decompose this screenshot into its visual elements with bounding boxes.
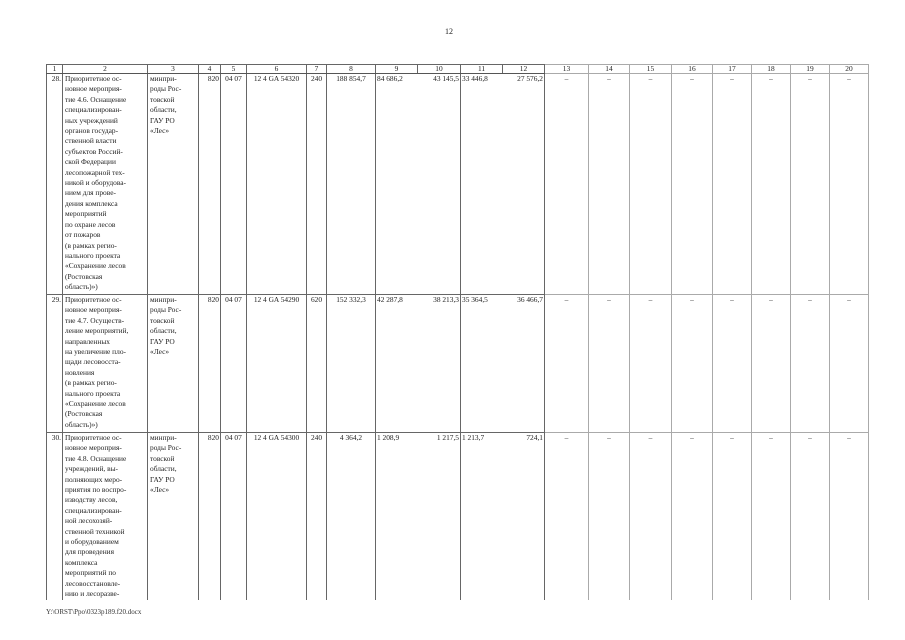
executor: минпри- роды Рос- товской области, ГАУ Р… [147,73,199,295]
year-11-amount: – [790,294,830,433]
column-header-7: 7 [306,64,327,74]
year-12-amount: – [829,294,869,433]
activity-name: Приоритетное ос- новное мероприя- тие 4.… [62,294,148,433]
year-2-amount: 43 145,5 [417,73,461,295]
year-9-amount: – [712,294,752,433]
year-7-amount: – [629,73,672,295]
column-header-12: 12 [502,64,545,74]
year-8-amount: – [671,73,713,295]
column-header-10: 10 [417,64,461,74]
executor: минпри- роды Рос- товской области, ГАУ Р… [147,294,199,433]
column-header-1: 1 [46,64,63,74]
executor: минпри- роды Рос- товской области, ГАУ Р… [147,432,199,600]
column-header-11: 11 [460,64,503,74]
column-header-4: 4 [198,64,221,74]
total-amount: 4 364,2 [326,432,376,600]
year-3-amount: 35 364,5 [460,294,503,433]
ministry-code: 820 [198,432,221,600]
year-6-amount: – [588,432,630,600]
year-5-amount: – [544,294,589,433]
ministry-code: 820 [198,73,221,295]
column-header-18: 18 [751,64,791,74]
column-header-16: 16 [671,64,713,74]
year-1-amount: 84 686,2 [375,73,418,295]
activity-name: Приоритетное ос- новное мероприя- тие 4.… [62,432,148,600]
year-10-amount: – [751,73,791,295]
column-header-2: 2 [62,64,148,74]
column-header-5: 5 [220,64,247,74]
budget-table: 1 2 3 4 5 6 7 8 9 10 11 12 13 14 15 16 17 18 19 20 28. Приор… [46,64,869,600]
year-7-amount: – [629,432,672,600]
page-number: 12 [445,27,453,36]
row-number: 28. [46,73,63,295]
year-12-amount: – [829,73,869,295]
year-6-amount: – [588,73,630,295]
year-10-amount: – [751,294,791,433]
year-2-amount: 1 217,5 [417,432,461,600]
year-12-amount: – [829,432,869,600]
activity-name: Приоритетное ос- новное мероприя- тие 4.… [62,73,148,295]
row-number: 29. [46,294,63,433]
year-3-amount: 1 213,7 [460,432,503,600]
year-8-amount: – [671,294,713,433]
column-header-15: 15 [629,64,672,74]
expense-type-code: 240 [306,73,327,295]
year-4-amount: 724,1 [502,432,545,600]
total-amount: 188 854,7 [326,73,376,295]
column-header-19: 19 [790,64,830,74]
year-3-amount: 33 446,8 [460,73,503,295]
table-row: 28. Приоритетное ос- новное мероприя- тие… [46,73,869,295]
year-11-amount: – [790,73,830,295]
column-header-17: 17 [712,64,752,74]
table-row: 29. Приоритетное ос- новное мероприя- тие… [46,294,869,433]
year-10-amount: – [751,432,791,600]
year-7-amount: – [629,294,672,433]
section-code: 04 07 [220,432,247,600]
year-9-amount: – [712,432,752,600]
column-header-6: 6 [246,64,307,74]
year-5-amount: – [544,73,589,295]
target-article-code: 12 4 GA 54290 [246,294,307,433]
year-1-amount: 1 208,9 [375,432,418,600]
year-5-amount: – [544,432,589,600]
year-4-amount: 36 466,7 [502,294,545,433]
column-header-9: 9 [375,64,418,74]
expense-type-code: 240 [306,432,327,600]
row-number: 30. [46,432,63,600]
total-amount: 152 332,3 [326,294,376,433]
section-code: 04 07 [220,294,247,433]
column-header-8: 8 [326,64,376,74]
table-row: 30. Приоритетное ос- новное мероприя- тие… [46,432,869,600]
column-header-20: 20 [829,64,869,74]
year-2-amount: 38 213,3 [417,294,461,433]
expense-type-code: 620 [306,294,327,433]
year-9-amount: – [712,73,752,295]
column-header-14: 14 [588,64,630,74]
column-header-13: 13 [544,64,589,74]
ministry-code: 820 [198,294,221,433]
year-1-amount: 42 287,8 [375,294,418,433]
section-code: 04 07 [220,73,247,295]
column-header-3: 3 [147,64,199,74]
target-article-code: 12 4 GA 54320 [246,73,307,295]
year-8-amount: – [671,432,713,600]
year-4-amount: 27 576,2 [502,73,545,295]
target-article-code: 12 4 GA 54300 [246,432,307,600]
year-6-amount: – [588,294,630,433]
column-number-row: 1 2 3 4 5 6 7 8 9 10 11 12 13 14 15 16 17 18 19 20 [46,64,869,74]
file-path-footer: Y:\ORST\Ppo\0323p189.f20.docx [46,608,142,616]
year-11-amount: – [790,432,830,600]
